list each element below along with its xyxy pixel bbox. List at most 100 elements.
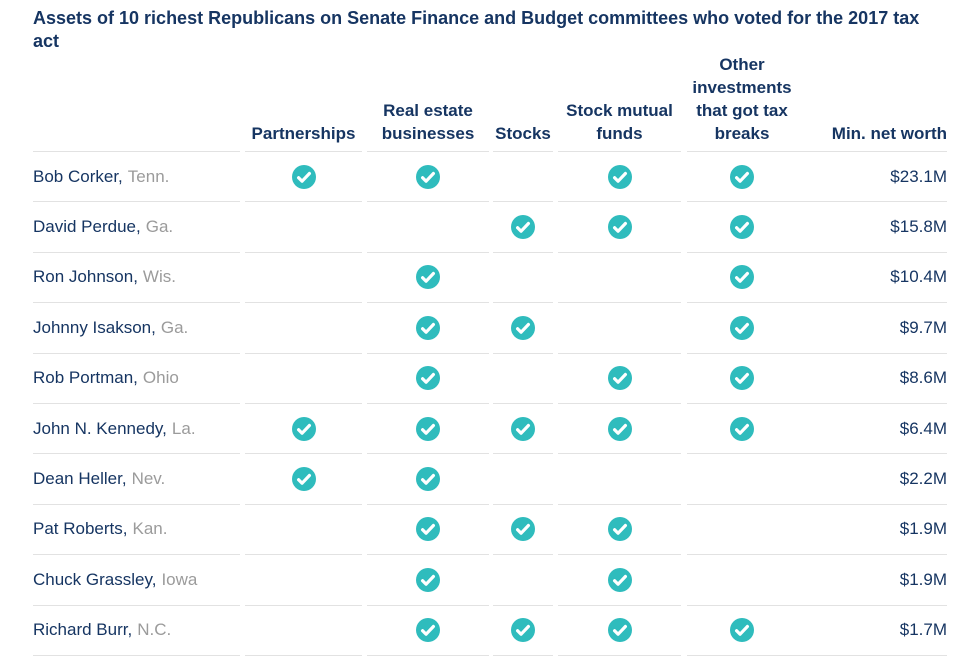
cell-stock-mutual-funds	[558, 555, 681, 606]
senator-name: David Perdue	[33, 217, 141, 237]
cell-real-estate	[367, 505, 489, 556]
senator-state: La.	[171, 418, 196, 438]
check-circle-icon	[730, 164, 754, 189]
cell-stock-mutual-funds	[558, 354, 681, 404]
cell-real-estate	[367, 354, 489, 404]
cell-real-estate	[367, 202, 489, 253]
cell-stock-mutual-funds	[558, 404, 681, 455]
cell-other-investments	[687, 505, 797, 556]
cell-stock-mutual-funds	[558, 454, 681, 505]
col-header-real-estate: Real estate businesses	[367, 53, 489, 152]
table-row: Chuck Grassley Iowa $1.9M	[33, 555, 947, 606]
cell-stocks	[493, 555, 553, 606]
cell-other-investments	[687, 303, 797, 354]
cell-other-investments	[687, 555, 797, 606]
net-worth-value: $8.6M	[899, 368, 947, 388]
cell-stocks	[493, 606, 553, 656]
check-circle-icon	[416, 366, 440, 391]
cell-partnerships	[245, 454, 362, 505]
table-row: Ron Johnson Wis. $10.4M	[33, 253, 947, 304]
net-worth-value: $2.2M	[899, 469, 947, 489]
net-worth-value: $1.9M	[899, 569, 947, 589]
check-circle-icon	[511, 315, 535, 340]
cell-real-estate	[367, 454, 489, 505]
check-circle-icon	[607, 416, 632, 441]
check-circle-icon	[730, 215, 754, 240]
check-circle-icon	[416, 265, 440, 290]
cell-min-net-worth: $8.6M	[797, 354, 947, 404]
cell-partnerships	[245, 303, 362, 354]
table-body: Bob Corker Tenn. $23.1M David Perdue Ga.…	[33, 152, 947, 656]
senator-cell: Pat Roberts Kan.	[33, 505, 240, 556]
cell-min-net-worth: $1.7M	[797, 606, 947, 656]
check-circle-icon	[607, 164, 632, 189]
col-header-senator	[33, 53, 240, 152]
assets-table: Partnerships Real estate businesses Stoc…	[33, 53, 947, 656]
senator-state: Ohio	[142, 368, 179, 388]
check-circle-icon	[607, 618, 632, 643]
cell-min-net-worth: $23.1M	[797, 152, 947, 203]
senator-state: Kan.	[132, 519, 168, 539]
senator-cell: Johnny Isakson Ga.	[33, 303, 240, 354]
senator-state: N.C.	[137, 620, 172, 640]
col-header-min-net-worth: Min. net worth	[797, 53, 947, 152]
cell-min-net-worth: $1.9M	[797, 505, 947, 556]
chart-title: Assets of 10 richest Republicans on Sena…	[33, 8, 920, 51]
senator-cell: Bob Corker Tenn.	[33, 152, 240, 203]
check-circle-icon	[607, 567, 632, 592]
cell-partnerships	[245, 152, 362, 203]
check-circle-icon	[730, 265, 754, 290]
net-worth-value: $10.4M	[890, 267, 947, 287]
cell-partnerships	[245, 354, 362, 404]
cell-other-investments	[687, 202, 797, 253]
table-row: David Perdue Ga. $15.8M	[33, 202, 947, 253]
cell-stock-mutual-funds	[558, 202, 681, 253]
check-circle-icon	[291, 467, 316, 492]
cell-stock-mutual-funds	[558, 303, 681, 354]
check-circle-icon	[730, 416, 754, 441]
cell-min-net-worth: $9.7M	[797, 303, 947, 354]
cell-stocks	[493, 202, 553, 253]
cell-stocks	[493, 404, 553, 455]
cell-partnerships	[245, 505, 362, 556]
check-circle-icon	[607, 366, 632, 391]
cell-real-estate	[367, 555, 489, 606]
check-circle-icon	[511, 517, 535, 542]
senator-cell: Ron Johnson Wis.	[33, 253, 240, 304]
senator-cell: Richard Burr N.C.	[33, 606, 240, 656]
net-worth-value: $6.4M	[899, 418, 947, 438]
cell-other-investments	[687, 253, 797, 304]
net-worth-value: $1.9M	[899, 519, 947, 539]
cell-stock-mutual-funds	[558, 606, 681, 656]
net-worth-value: $1.7M	[899, 620, 947, 640]
check-circle-icon	[730, 315, 754, 340]
cell-stocks	[493, 505, 553, 556]
senator-name: Bob Corker	[33, 167, 123, 187]
senator-state: Ga.	[145, 217, 174, 237]
cell-stocks	[493, 303, 553, 354]
cell-other-investments	[687, 152, 797, 203]
senator-cell: Dean Heller Nev.	[33, 454, 240, 505]
cell-stock-mutual-funds	[558, 505, 681, 556]
cell-min-net-worth: $1.9M	[797, 555, 947, 606]
net-worth-value: $15.8M	[890, 217, 947, 237]
cell-min-net-worth: $2.2M	[797, 454, 947, 505]
cell-partnerships	[245, 253, 362, 304]
check-circle-icon	[511, 618, 535, 643]
cell-stocks	[493, 354, 553, 404]
cell-partnerships	[245, 606, 362, 656]
senator-name: Rob Portman	[33, 368, 138, 388]
cell-real-estate	[367, 606, 489, 656]
col-header-stocks: Stocks	[493, 53, 553, 152]
col-header-partnerships: Partnerships	[245, 53, 362, 152]
cell-min-net-worth: $10.4M	[797, 253, 947, 304]
cell-stocks	[493, 152, 553, 203]
check-circle-icon	[416, 517, 440, 542]
senator-state: Wis.	[142, 267, 176, 287]
senator-name: John N. Kennedy	[33, 419, 167, 439]
cell-min-net-worth: $15.8M	[797, 202, 947, 253]
table-row: Pat Roberts Kan. $1.9M	[33, 505, 947, 556]
cell-other-investments	[687, 354, 797, 404]
check-circle-icon	[291, 164, 316, 189]
